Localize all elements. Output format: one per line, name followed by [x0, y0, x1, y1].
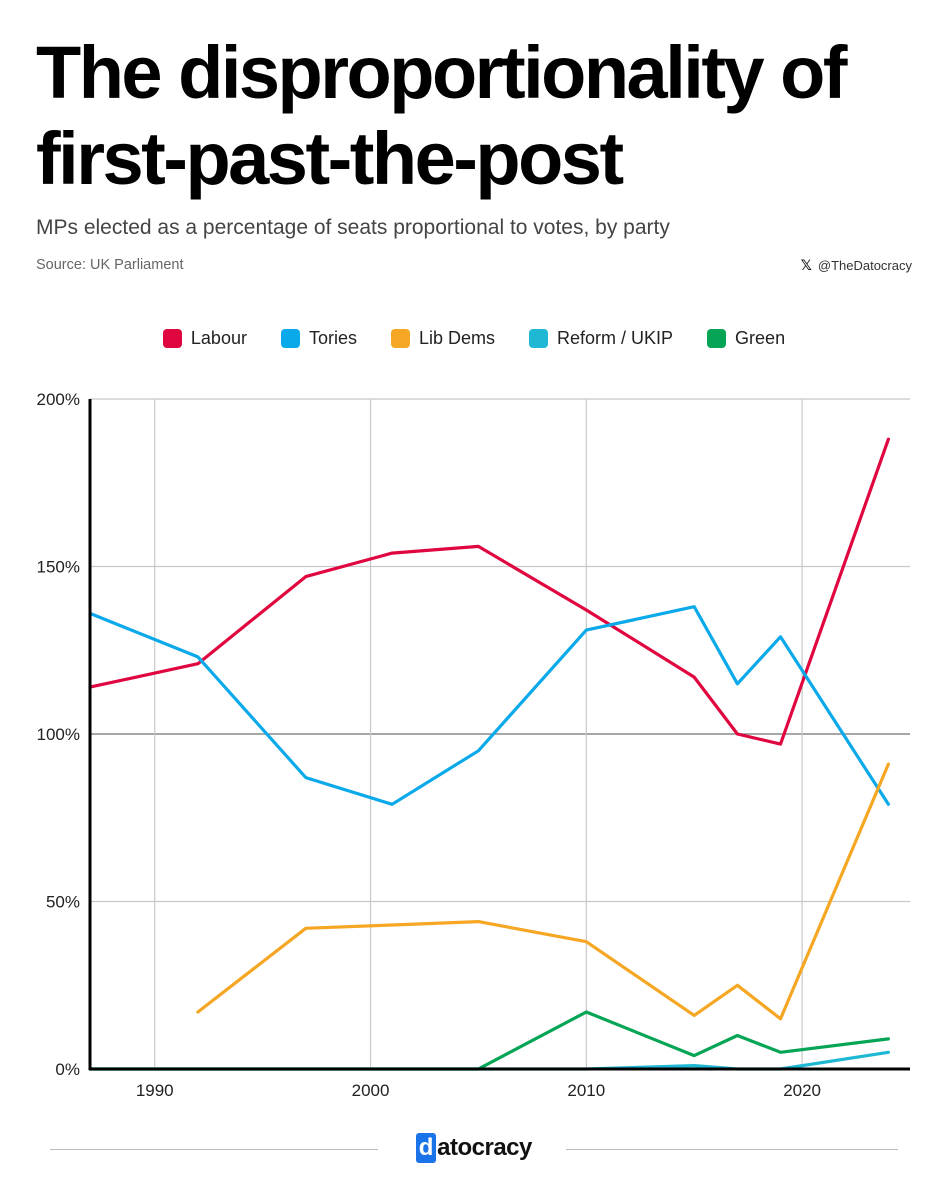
series-line-green: [88, 1010, 891, 1071]
y-tick-label: 100%: [37, 725, 80, 744]
legend-item: Tories: [280, 328, 357, 349]
footer-divider-left: [50, 1149, 378, 1150]
social-handle[interactable]: 𝕏 @TheDatocracy: [801, 257, 912, 274]
legend-item: Green: [707, 328, 785, 349]
chart-legend: Labour Tories Lib Dems Reform / UKIP Green: [0, 328, 948, 349]
legend-item: Reform / UKIP: [529, 328, 673, 349]
x-tick-label: 2000: [352, 1081, 390, 1100]
legend-swatch: [162, 329, 182, 348]
legend-item: Labour: [162, 328, 247, 349]
handle-text: @TheDatocracy: [817, 258, 912, 273]
footer-divider-right: [566, 1149, 898, 1150]
legend-label: Labour: [190, 328, 247, 348]
source-note: Source: UK Parliament: [36, 257, 184, 273]
x-tick-label: 2020: [783, 1081, 821, 1100]
legend-label: Reform / UKIP: [557, 328, 674, 348]
legend-swatch: [390, 329, 410, 348]
chart-title: The disproportionality of first-past-the…: [36, 31, 848, 200]
chart-subtitle: MPs elected as a percentage of seats pro…: [36, 216, 670, 239]
logo-text: atocracy: [437, 1134, 532, 1161]
legend-swatch: [529, 329, 549, 348]
y-tick-label: 200%: [37, 390, 80, 409]
legend-swatch: [707, 329, 727, 348]
legend-item: Lib Dems: [390, 328, 496, 349]
series-line-reform-ukip: [88, 1050, 891, 1071]
legend-label: Lib Dems: [418, 328, 496, 348]
x-tick-label: 2010: [567, 1081, 605, 1100]
series-line-lib-dems: [196, 762, 891, 1021]
line-chart: 0% 50% 100% 150% 200% 1990 2000 2010 2020: [37, 390, 910, 1100]
logo-mark: d: [416, 1133, 437, 1163]
brand-logo: d atocracy: [0, 1133, 948, 1163]
legend-swatch: [280, 329, 300, 348]
x-logo-icon: 𝕏: [800, 257, 812, 273]
y-tick-label: 150%: [37, 558, 80, 577]
legend-label: Green: [735, 328, 786, 348]
y-tick-label: 50%: [46, 893, 80, 912]
y-tick-label: 0%: [55, 1060, 80, 1079]
x-tick-label: 1990: [136, 1081, 174, 1100]
series-line-labour: [88, 437, 891, 746]
series-line-tories: [88, 605, 891, 806]
legend-label: Tories: [308, 328, 357, 348]
